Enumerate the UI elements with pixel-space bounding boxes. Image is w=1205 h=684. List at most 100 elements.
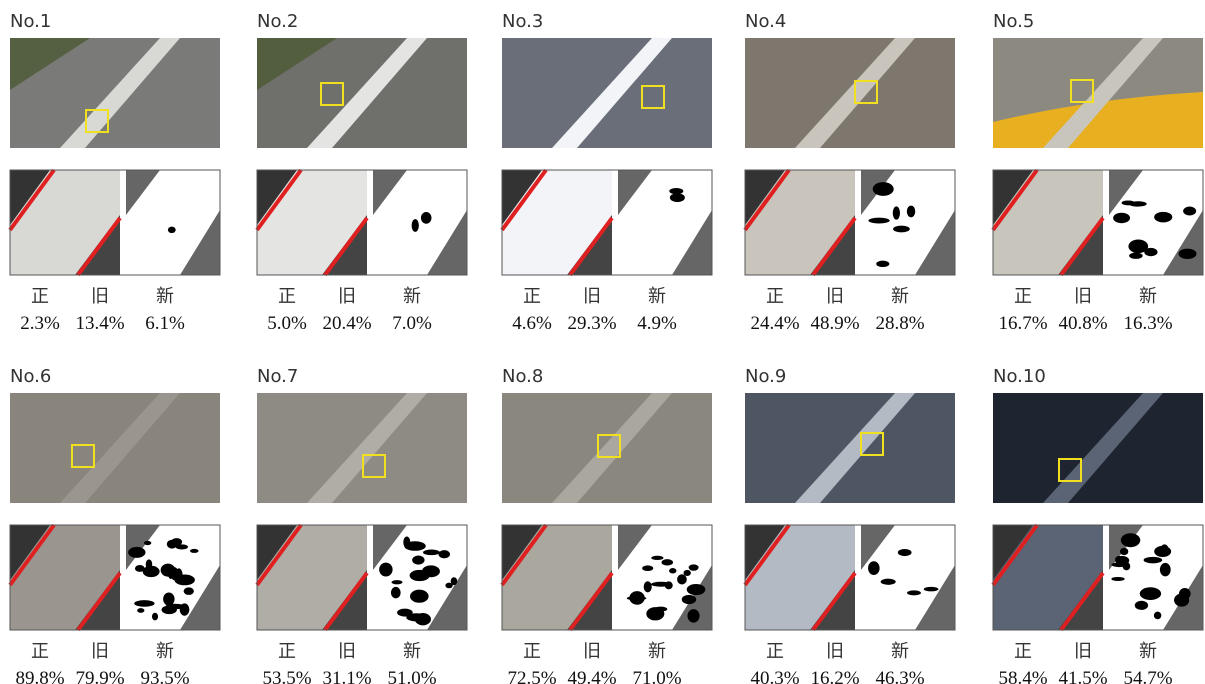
binary-blob bbox=[1140, 587, 1161, 600]
binary-blob bbox=[1111, 577, 1124, 581]
zoom-original bbox=[502, 170, 612, 275]
binary-blob bbox=[1113, 213, 1130, 223]
zoom-binary bbox=[861, 525, 955, 630]
rate-value: 58.4% bbox=[998, 668, 1047, 684]
method-label: 新 bbox=[891, 641, 909, 662]
binary-blob bbox=[1179, 249, 1197, 259]
rate-value: 53.5% bbox=[262, 668, 311, 684]
panel-title: No.3 bbox=[502, 11, 543, 32]
method-label: 旧 bbox=[826, 641, 844, 662]
binary-blob bbox=[1129, 253, 1143, 259]
binary-blob bbox=[391, 587, 401, 598]
binary-blob bbox=[1144, 557, 1163, 564]
method-label: 旧 bbox=[338, 641, 356, 662]
binary-blob bbox=[662, 559, 674, 565]
method-label: 正 bbox=[766, 286, 784, 307]
method-label: 旧 bbox=[826, 286, 844, 307]
panel-title: No.1 bbox=[10, 11, 51, 32]
method-label: 旧 bbox=[583, 286, 601, 307]
method-label: 正 bbox=[31, 641, 49, 662]
rate-value: 28.8% bbox=[875, 313, 924, 334]
binary-blob bbox=[174, 575, 195, 586]
binary-blob bbox=[642, 565, 653, 571]
binary-blob bbox=[1135, 601, 1148, 610]
binary-blob bbox=[391, 580, 402, 584]
zoom-binary bbox=[126, 170, 220, 275]
zoom-binary bbox=[1109, 525, 1203, 630]
panel: No.2正5.0%旧20.4%新7.0% bbox=[257, 11, 467, 334]
binary-blob bbox=[445, 583, 452, 589]
binary-blob bbox=[137, 608, 144, 613]
method-label: 新 bbox=[403, 641, 421, 662]
binary-blob bbox=[1120, 548, 1128, 555]
binary-blob bbox=[1179, 588, 1191, 599]
method-label: 正 bbox=[31, 286, 49, 307]
road-photo bbox=[10, 393, 220, 503]
panel-title: No.2 bbox=[257, 11, 298, 32]
binary-blob bbox=[146, 559, 152, 569]
binary-blob bbox=[410, 570, 430, 581]
rate-value: 4.9% bbox=[637, 313, 677, 334]
figure: No.1正2.3%旧13.4%新6.1%No.2正5.0%旧20.4%新7.0%… bbox=[0, 0, 1205, 684]
rate-value: 29.3% bbox=[567, 313, 616, 334]
zoom-original bbox=[993, 170, 1103, 275]
panel: No.8正72.5%旧49.4%新71.0% bbox=[502, 366, 712, 684]
binary-blob bbox=[1123, 562, 1131, 570]
binary-blob bbox=[412, 219, 419, 232]
rate-value: 16.7% bbox=[998, 313, 1047, 334]
road-photo bbox=[257, 38, 467, 148]
binary-blob bbox=[1154, 212, 1172, 223]
binary-blob bbox=[410, 590, 429, 603]
binary-blob bbox=[190, 549, 199, 553]
binary-blob bbox=[176, 544, 188, 549]
binary-blob bbox=[421, 212, 432, 224]
rate-value: 7.0% bbox=[392, 313, 432, 334]
rate-value: 31.1% bbox=[322, 668, 371, 684]
binary-blob bbox=[644, 581, 652, 592]
method-label: 新 bbox=[1139, 641, 1157, 662]
method-label: 旧 bbox=[91, 286, 109, 307]
rate-value: 16.2% bbox=[810, 668, 859, 684]
binary-blob bbox=[669, 568, 676, 573]
binary-blob bbox=[134, 600, 154, 607]
method-label: 新 bbox=[891, 286, 909, 307]
binary-blob bbox=[907, 590, 921, 595]
rate-value: 40.3% bbox=[750, 668, 799, 684]
rate-value: 24.4% bbox=[750, 313, 799, 334]
rate-value: 20.4% bbox=[322, 313, 371, 334]
binary-blob bbox=[876, 261, 889, 267]
binary-blob bbox=[907, 206, 915, 218]
binary-blob bbox=[665, 581, 673, 589]
rate-value: 41.5% bbox=[1058, 668, 1107, 684]
panel: No.5正16.7%旧40.8%新16.3% bbox=[993, 11, 1203, 334]
method-label: 新 bbox=[648, 286, 666, 307]
panel-title: No.7 bbox=[257, 366, 298, 387]
binary-blob bbox=[1154, 612, 1161, 620]
rate-value: 71.0% bbox=[632, 668, 681, 684]
zoom-original bbox=[257, 525, 367, 630]
zoom-binary bbox=[126, 525, 220, 630]
zoom-binary bbox=[861, 170, 955, 275]
rate-value: 72.5% bbox=[507, 668, 556, 684]
zoom-original bbox=[257, 170, 367, 275]
method-label: 正 bbox=[1014, 641, 1032, 662]
binary-blob bbox=[924, 587, 939, 592]
method-label: 正 bbox=[1014, 286, 1032, 307]
binary-blob bbox=[654, 607, 667, 612]
zoom-original bbox=[745, 170, 855, 275]
binary-blob bbox=[135, 565, 145, 572]
rate-value: 4.6% bbox=[512, 313, 552, 334]
road-photo bbox=[745, 38, 955, 148]
binary-blob bbox=[868, 561, 880, 575]
method-label: 正 bbox=[523, 641, 541, 662]
binary-blob bbox=[128, 547, 145, 558]
binary-blob bbox=[651, 556, 663, 560]
rate-value: 2.3% bbox=[20, 313, 60, 334]
method-label: 新 bbox=[648, 641, 666, 662]
binary-blob bbox=[881, 579, 896, 585]
method-label: 新 bbox=[156, 286, 174, 307]
method-label: 正 bbox=[523, 286, 541, 307]
